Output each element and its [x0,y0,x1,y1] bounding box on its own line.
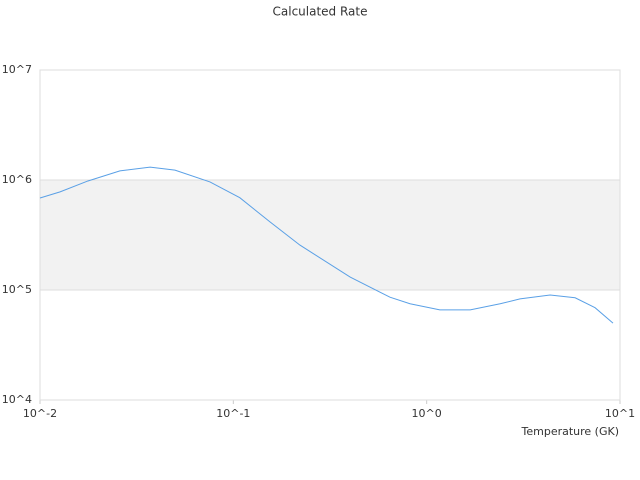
y-tick-label: 10^5 [2,283,32,296]
x-tick-label: 10^0 [412,407,442,420]
plot-border [39,69,621,401]
x-axis-label: Temperature (GK) [521,425,620,438]
chart-title: Calculated Rate [273,5,368,19]
y-tick-label: 10^4 [2,393,32,406]
plot-band [40,180,620,290]
x-tick-label: 10^1 [605,407,635,420]
y-tick-label: 10^7 [2,63,32,76]
y-tick-label: 10^6 [2,173,32,186]
x-tick-label: 10^-1 [216,407,250,420]
data-line [39,166,614,324]
x-tick-label: 10^-2 [23,407,57,420]
